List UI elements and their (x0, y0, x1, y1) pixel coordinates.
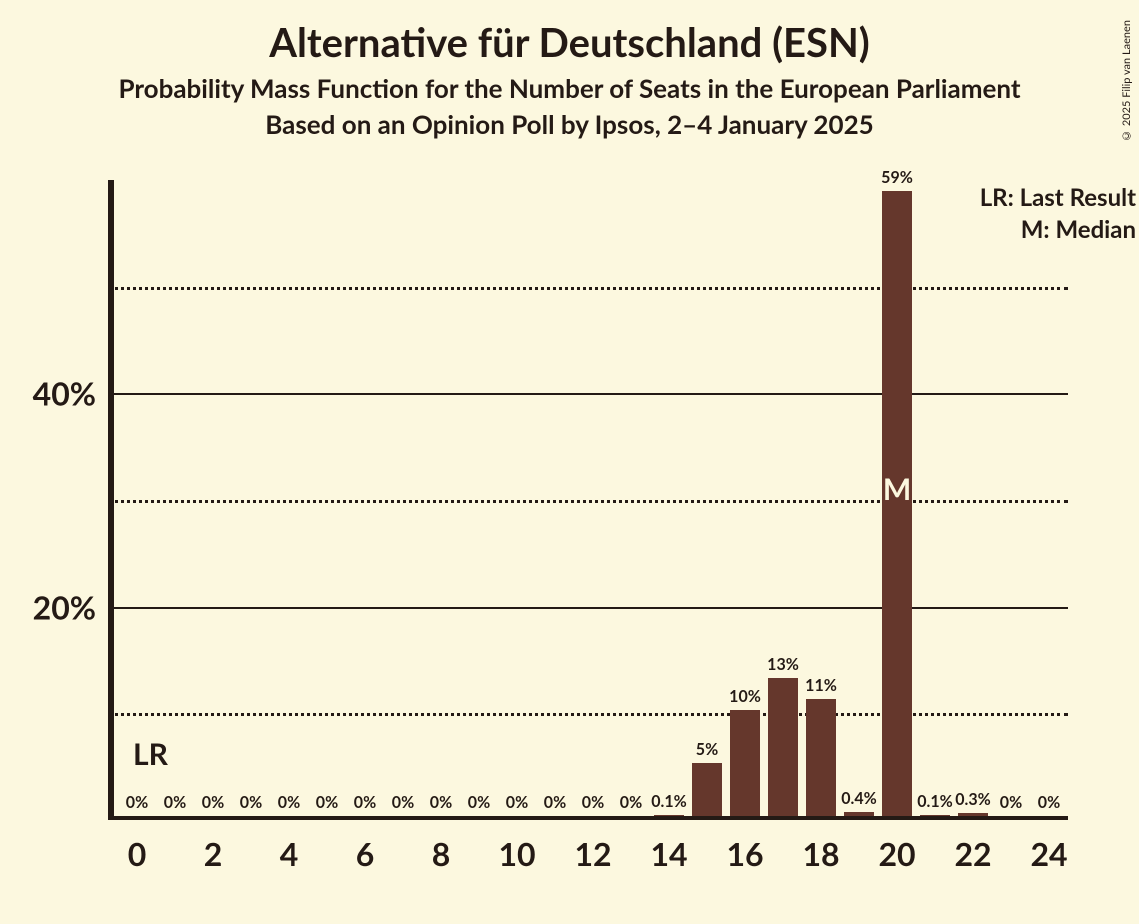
chart-subtitle-2: Based on an Opinion Poll by Ipsos, 2–4 J… (0, 108, 1139, 140)
bar-value-label: 5% (696, 740, 718, 759)
bar-value-label: 0.1% (651, 792, 686, 811)
bar-value-label: 0% (1038, 793, 1060, 812)
median-marker: M (883, 471, 911, 507)
bar (844, 812, 874, 816)
lr-marker: LR (133, 736, 168, 772)
bar-value-label: 0% (620, 793, 642, 812)
y-tick-label: 40% (33, 374, 96, 413)
gridline (108, 607, 1068, 609)
bar (692, 763, 722, 816)
bar-value-label: 0% (392, 793, 414, 812)
bar (958, 813, 988, 816)
bar-value-label: 10% (729, 687, 761, 706)
bar-value-label: 0% (1000, 793, 1022, 812)
bar-value-label: 11% (805, 676, 837, 695)
x-tick-label: 20 (878, 834, 915, 873)
bar (730, 710, 760, 816)
x-tick-label: 16 (726, 834, 763, 873)
bar-value-label: 0% (468, 793, 490, 812)
bar (920, 815, 950, 816)
gridline (108, 393, 1068, 395)
x-tick-label: 2 (204, 834, 223, 873)
x-tick-label: 8 (432, 834, 451, 873)
x-tick-label: 4 (280, 834, 299, 873)
bar-value-label: 0.4% (841, 789, 876, 808)
bar-value-label: 0% (506, 793, 528, 812)
chart-subtitle-1: Probability Mass Function for the Number… (0, 72, 1139, 104)
bar-value-label: 0% (240, 793, 262, 812)
x-axis-line (108, 816, 1068, 820)
x-tick-label: 24 (1030, 834, 1067, 873)
x-tick-label: 10 (498, 834, 535, 873)
bar-value-label: 0% (544, 793, 566, 812)
x-tick-label: 12 (574, 834, 611, 873)
bar-value-label: 0% (126, 793, 148, 812)
bar-value-label: 0% (164, 793, 186, 812)
bar-value-label: 0% (354, 793, 376, 812)
gridline-minor (108, 500, 1068, 503)
bar-value-label: 0% (430, 793, 452, 812)
chart-plot-area: LR: Last Result M: Median 20%40%0%0%0%0%… (108, 180, 1068, 820)
bar (768, 678, 798, 816)
bar (654, 815, 684, 816)
legend-m: M: Median (980, 214, 1136, 246)
x-tick-label: 18 (802, 834, 839, 873)
chart-title: Alternative für Deutschland (ESN) (0, 18, 1139, 66)
y-tick-label: 20% (33, 587, 96, 626)
bar-value-label: 0% (278, 793, 300, 812)
gridline-minor (108, 287, 1068, 290)
bar-value-label: 13% (767, 655, 799, 674)
x-tick-label: 6 (356, 834, 375, 873)
legend-lr: LR: Last Result (980, 182, 1136, 214)
chart-legend: LR: Last Result M: Median (980, 182, 1136, 247)
gridline-minor (108, 713, 1068, 716)
x-tick-label: 14 (650, 834, 687, 873)
bar (806, 699, 836, 816)
copyright-text: © 2025 Filip van Laenen (1120, 20, 1133, 142)
bar-value-label: 0% (202, 793, 224, 812)
bar-value-label: 59% (881, 168, 913, 187)
bar-value-label: 0% (316, 793, 338, 812)
bar-value-label: 0.3% (955, 790, 990, 809)
x-tick-label: 22 (954, 834, 991, 873)
bar-value-label: 0.1% (917, 792, 952, 811)
bar-value-label: 0% (582, 793, 604, 812)
x-tick-label: 0 (128, 834, 147, 873)
